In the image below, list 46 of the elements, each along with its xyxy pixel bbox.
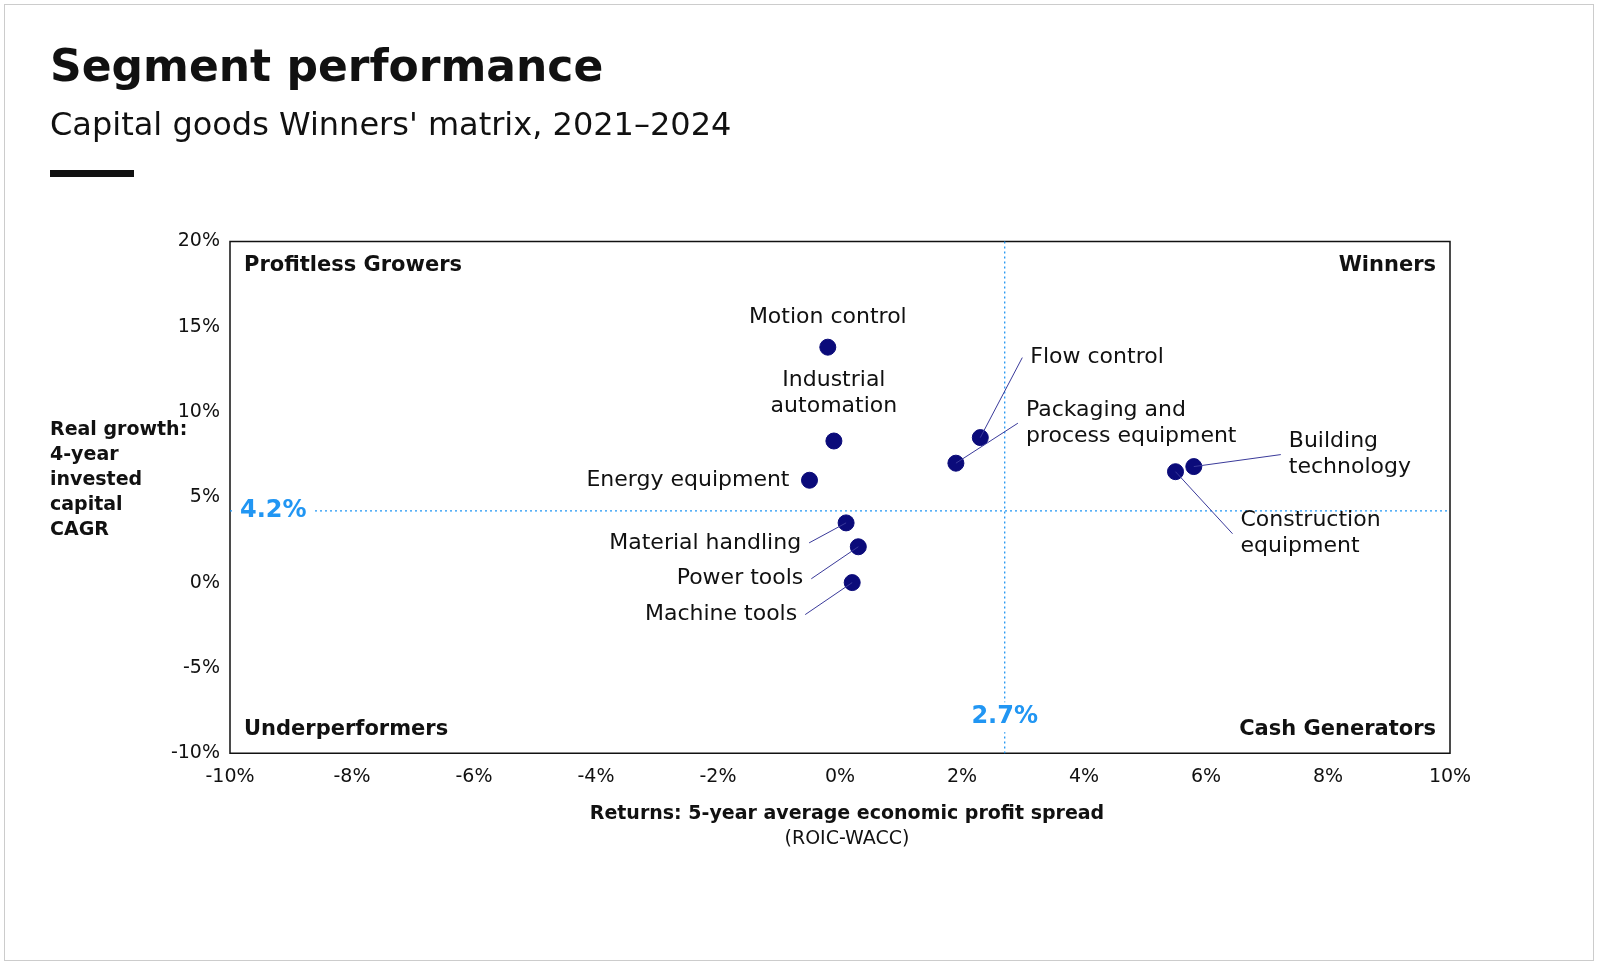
ref-line-label: 4.2% <box>240 495 307 524</box>
point <box>1185 458 1203 476</box>
series-label: Motion control <box>748 302 907 328</box>
point <box>971 429 989 447</box>
series-label: Material handling <box>609 528 802 554</box>
x-tick-label: -6% <box>455 763 493 786</box>
x-tick-label: 10% <box>1428 763 1472 786</box>
y-tick-label: 5% <box>189 484 220 507</box>
y-tick-label: -10% <box>170 740 220 763</box>
y-tick-label: 15% <box>177 313 220 336</box>
x-axis-title: Returns: 5-year average economic profit spread (ROIC-WACC) <box>588 801 1106 850</box>
x-tick-label: 6% <box>1190 763 1222 786</box>
y-tick-label: 20% <box>177 228 220 251</box>
y-tick-label: -5% <box>183 654 220 677</box>
annotation: Winners <box>1338 251 1436 276</box>
y-tick-label: 0% <box>189 569 220 592</box>
text: Packaging and process equipment <box>1025 395 1237 447</box>
annotation: Cash Generators <box>1239 715 1436 740</box>
x-tick-label: -2% <box>699 763 737 786</box>
x-tick-label: 4% <box>1068 763 1100 786</box>
point <box>849 538 867 556</box>
point <box>825 432 843 450</box>
annotation: Profitless Growers <box>244 251 463 276</box>
x-tick-label: 0% <box>824 763 856 786</box>
point <box>819 338 837 356</box>
text: Power tools <box>676 564 804 590</box>
point <box>837 514 855 532</box>
x-tick-label: 8% <box>1312 763 1344 786</box>
series-label: Energy equipment <box>586 465 790 491</box>
text: Building technology <box>1288 427 1411 479</box>
text: Machine tools <box>644 600 798 626</box>
x-tick-label: -8% <box>333 763 371 786</box>
chart-title: Segment performance <box>50 40 604 91</box>
annotation: Underperformers <box>244 715 449 740</box>
x-tick-label: -4% <box>577 763 615 786</box>
point <box>843 574 861 592</box>
x-tick-label: 2% <box>946 763 978 786</box>
point <box>801 471 818 489</box>
ref-line-label: 2.7% <box>971 701 1038 730</box>
text: Construction equipment <box>1240 506 1381 558</box>
chart-subtitle: Capital goods Winners' matrix, 2021–2024 <box>50 105 732 143</box>
point <box>947 454 965 472</box>
series-label: Industrial automation <box>770 365 898 417</box>
text: Flow control <box>1030 343 1164 369</box>
point <box>1167 463 1184 481</box>
x-tick-label: -10% <box>205 763 255 786</box>
